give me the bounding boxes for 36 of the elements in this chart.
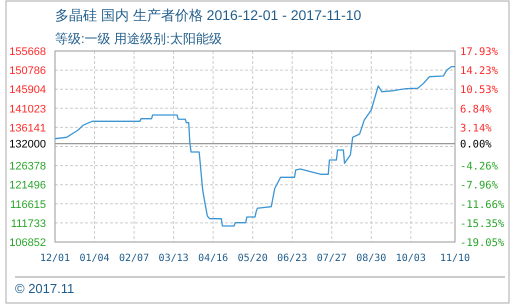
x-tick-label: 05/20	[238, 253, 268, 264]
y-tick-label: 106852	[9, 237, 46, 249]
y2-tick-label: 14.23%	[460, 65, 499, 78]
y2-tick-label: 17.93%	[460, 46, 499, 58]
y-tick-label: 150786	[9, 65, 46, 78]
x-tick-label: 03/13	[158, 253, 189, 264]
y-tick-label: 132000	[9, 138, 46, 151]
x-tick-label: 01/04	[79, 253, 110, 264]
y-tick-label: 141023	[9, 103, 46, 116]
y-tick-label: 121496	[9, 180, 46, 192]
y-tick-label: 136141	[9, 122, 46, 134]
y2-tick-label: 10.53%	[460, 84, 499, 96]
y-tick-label: 111733	[10, 218, 46, 230]
x-tick-label: 07/27	[316, 253, 347, 264]
x-tick-label: 12/01	[40, 253, 70, 264]
x-tick-label: 08/30	[356, 253, 386, 264]
y2-tick-label: 0.00%	[460, 138, 492, 151]
y-tick-label: 116615	[10, 198, 46, 211]
y2-tick-label: 6.84%	[460, 103, 492, 116]
y2-tick-label: -11.66%	[460, 198, 505, 211]
y-tick-label: 126378	[9, 160, 46, 173]
y2-tick-label: -4.26%	[460, 160, 499, 173]
y2-tick-label: -7.96%	[460, 180, 499, 192]
y2-tick-label: -15.35%	[460, 218, 505, 230]
chart-subtitle: 等级:一级 用途级别:太阳能级	[55, 31, 222, 46]
text: © 2017.11	[15, 281, 74, 296]
y2-tick-label: 3.14%	[460, 122, 492, 134]
x-tick-label: 04/16	[198, 253, 228, 264]
x-tick-label: 11/10	[440, 253, 470, 264]
x-tick-label: 06/23	[277, 253, 308, 264]
chart-title: 多晶硅 国内 生产者价格 2016-12-01 - 2017-11-10	[55, 7, 362, 23]
x-tick-label: 10/03	[396, 253, 426, 264]
y2-tick-label: -19.05%	[460, 237, 505, 249]
y-tick-label: 145904	[9, 84, 46, 96]
x-tick-label: 02/07	[119, 253, 150, 264]
y-tick-label: 155668	[9, 46, 46, 58]
